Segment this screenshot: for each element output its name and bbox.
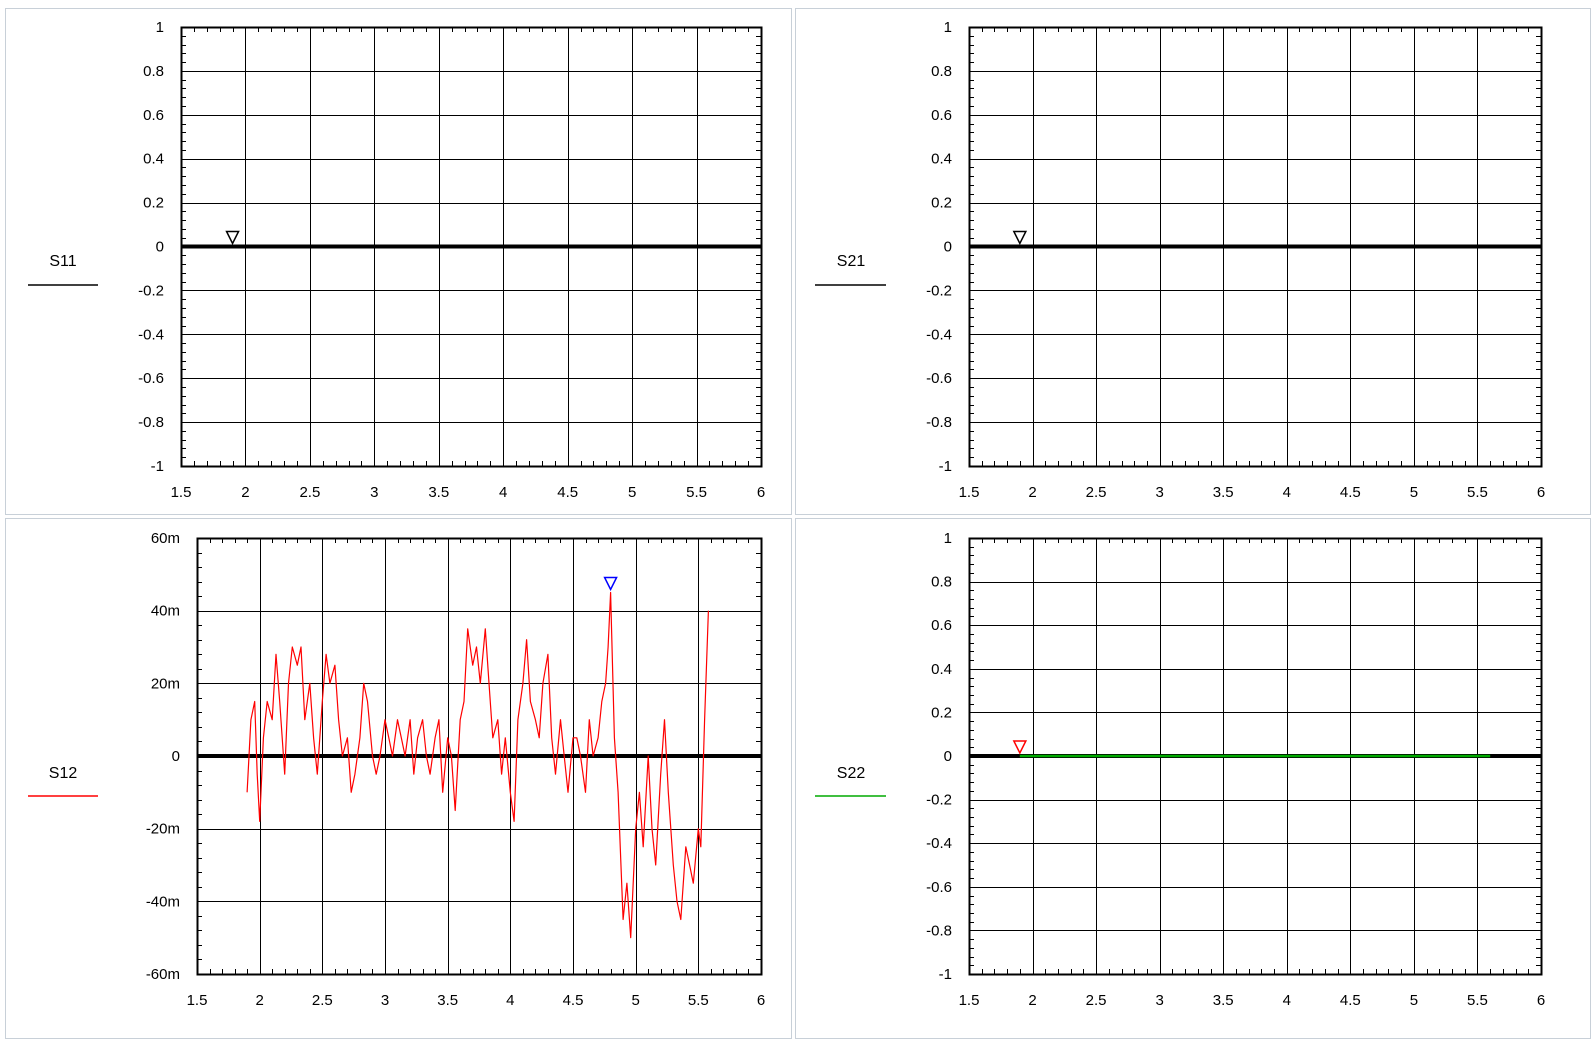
x-tick-label: 2.5 — [1086, 484, 1107, 501]
y-tick-label: -0.6 — [926, 879, 952, 896]
y-tick-label: -1 — [151, 458, 164, 475]
x-tick-label: 4.5 — [1340, 484, 1361, 501]
x-tick-label: 2 — [1028, 484, 1036, 501]
x-tick-label: 5 — [1410, 992, 1418, 1009]
y-tick-label: 20m — [151, 675, 180, 692]
y-tick-label: 0.6 — [931, 617, 952, 634]
x-tick-label: 3 — [1155, 992, 1163, 1009]
y-tick-label: 60m — [151, 530, 180, 547]
y-tick-label: 1 — [944, 19, 952, 36]
x-tick-label: 2 — [241, 484, 249, 501]
y-tick-label: -0.6 — [926, 370, 952, 387]
marker-triangle-s21[interactable] — [1012, 230, 1028, 246]
x-tick-label: 5.5 — [686, 484, 707, 501]
y-tick-label: 0.4 — [931, 151, 952, 168]
x-tick-label: 6 — [1537, 484, 1545, 501]
y-tick-label: 0.2 — [931, 704, 952, 721]
y-tick-label: 0.8 — [143, 63, 164, 80]
x-tick-label: 5.5 — [688, 992, 709, 1009]
y-tick-label: -0.6 — [138, 370, 164, 387]
legend-label-s21: S21 — [837, 253, 866, 270]
x-tick-label: 1.5 — [171, 484, 192, 501]
y-tick-label: 0 — [944, 239, 952, 256]
chart-s11: 1.5 2 2.5 3 3.5 4 4.5 5 5.5 6 1 0.8 0.6 0.4 0.2 0 -0.2 -0… — [5, 8, 792, 515]
y-tick-label: -0.4 — [138, 326, 164, 343]
y-tick-label: -1 — [939, 458, 952, 475]
x-tick-label: 3.5 — [1213, 992, 1234, 1009]
x-tick-label: 4.5 — [1340, 992, 1361, 1009]
y-tick-label: -0.8 — [926, 414, 952, 431]
y-tick-label: -0.8 — [138, 414, 164, 431]
x-tick-label: 5.5 — [1467, 484, 1488, 501]
x-tick-label: 1.5 — [187, 992, 208, 1009]
y-tick-label: 1 — [944, 530, 952, 547]
x-tick-label: 4.5 — [557, 484, 578, 501]
x-tick-label: 6 — [757, 992, 765, 1009]
y-tick-label: -1 — [939, 966, 952, 983]
y-tick-label: 0.8 — [931, 63, 952, 80]
marker-triangle-s11[interactable] — [225, 230, 240, 246]
chart-s21: 1.5 2 2.5 3 3.5 4 4.5 5 5.5 6 1 0.8 0.6 0.4 0.2 0 -0.2 -0… — [795, 8, 1591, 515]
x-tick-label: 5.5 — [1467, 992, 1488, 1009]
y-tick-label: 0.4 — [143, 151, 164, 168]
y-tick-label: -20m — [146, 821, 180, 838]
legend-label-s11: S11 — [49, 253, 76, 270]
y-tick-label: -0.4 — [926, 326, 952, 343]
y-tick-label: -60m — [146, 966, 180, 983]
trace-s12 — [246, 591, 709, 939]
x-tick-label: 2 — [255, 992, 263, 1009]
x-tick-label: 4 — [506, 992, 514, 1009]
x-tick-label: 3.5 — [1213, 484, 1234, 501]
x-tick-label: 2.5 — [299, 484, 320, 501]
y-tick-label: -0.2 — [926, 792, 952, 809]
x-tick-label: 3.5 — [428, 484, 449, 501]
x-tick-label: 2.5 — [1086, 992, 1107, 1009]
y-tick-label: 0.6 — [143, 107, 164, 124]
y-tick-label: 0.2 — [143, 195, 164, 212]
y-tick-label: 0.4 — [931, 661, 952, 678]
x-tick-label: 3.5 — [437, 992, 458, 1009]
y-tick-label: 0.2 — [931, 195, 952, 212]
x-tick-label: 3 — [1155, 484, 1163, 501]
y-tick-label: 1 — [156, 19, 164, 36]
x-tick-label: 4 — [1283, 484, 1291, 501]
chart-s12: 1.5 2 2.5 3 3.5 4 4.5 5 5.5 6 60m 40m 20m 0 -20m -40m -6… — [5, 518, 792, 1039]
legend-label-s12: S12 — [49, 765, 78, 782]
y-tick-label: 0 — [172, 748, 180, 765]
y-tick-label: -40m — [146, 893, 180, 910]
marker-triangle-s22[interactable] — [1012, 740, 1028, 755]
x-tick-label: 5 — [628, 484, 636, 501]
y-tick-label: -0.2 — [926, 282, 952, 299]
x-tick-label: 3 — [381, 992, 389, 1009]
y-tick-label: 40m — [151, 603, 180, 620]
x-tick-label: 6 — [757, 484, 765, 501]
y-tick-label: 0.6 — [931, 107, 952, 124]
x-tick-label: 3 — [370, 484, 378, 501]
y-tick-label: 0.8 — [931, 574, 952, 591]
x-tick-label: 1.5 — [959, 484, 980, 501]
x-tick-label: 1.5 — [959, 992, 980, 1009]
marker-triangle-s12[interactable] — [603, 576, 618, 592]
x-tick-label: 5 — [1410, 484, 1418, 501]
y-tick-label: -0.2 — [138, 282, 164, 299]
x-tick-label: 4.5 — [563, 992, 584, 1009]
y-tick-label: 0 — [156, 239, 164, 256]
legend-label-s22: S22 — [837, 765, 866, 782]
x-tick-label: 5 — [631, 992, 639, 1009]
y-tick-label: -0.8 — [926, 922, 952, 939]
x-tick-label: 4 — [1283, 992, 1291, 1009]
y-tick-label: -0.4 — [926, 835, 952, 852]
panel-frame — [5, 8, 792, 515]
x-tick-label: 6 — [1537, 992, 1545, 1009]
x-tick-label: 2.5 — [312, 992, 333, 1009]
y-tick-label: 0 — [944, 748, 952, 765]
x-tick-label: 4 — [499, 484, 507, 501]
x-tick-label: 2 — [1028, 992, 1036, 1009]
